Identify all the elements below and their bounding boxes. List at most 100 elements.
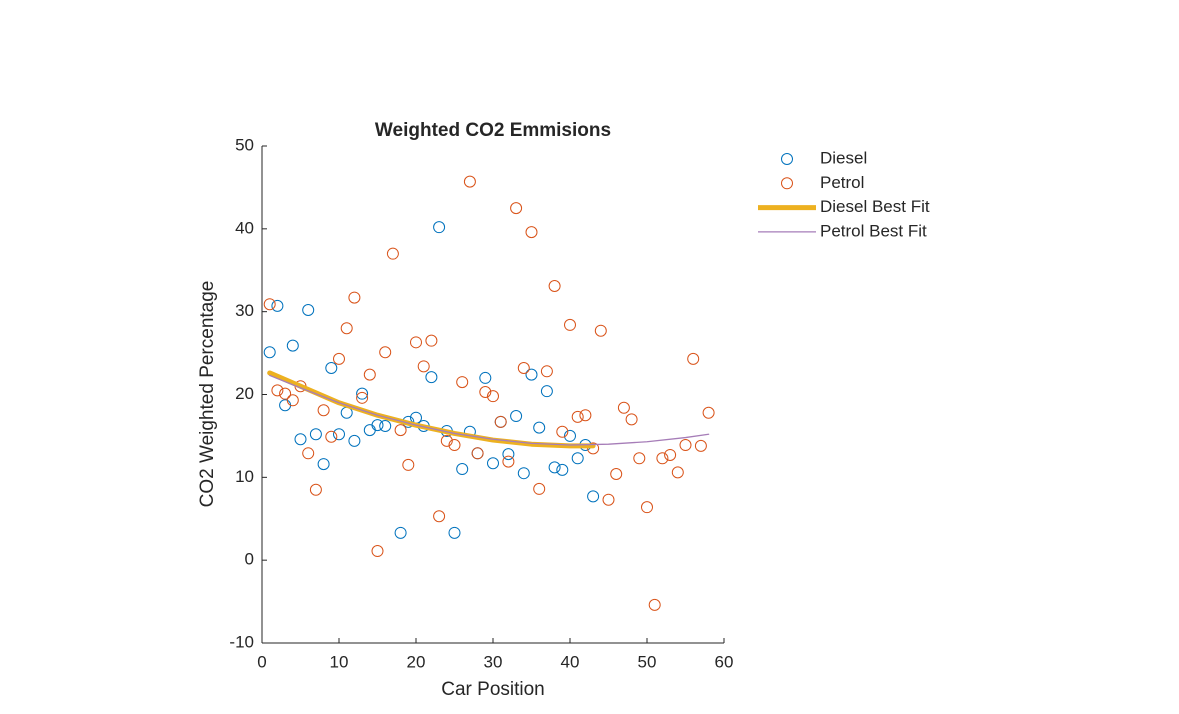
data-point — [587, 490, 600, 503]
data-point — [348, 291, 361, 304]
data-point — [533, 421, 546, 434]
data-point — [556, 425, 569, 438]
data-point — [356, 387, 369, 400]
data-point — [286, 339, 299, 352]
data-point — [579, 409, 592, 422]
data-point — [548, 279, 561, 292]
data-point — [433, 510, 446, 523]
data-point — [271, 299, 284, 312]
legend-label: Petrol Best Fit — [820, 221, 927, 240]
data-point — [279, 399, 292, 412]
x-tick-label: 50 — [638, 652, 657, 671]
x-tick-label: 60 — [715, 652, 734, 671]
data-point — [533, 482, 546, 495]
data-point — [425, 334, 438, 347]
data-point — [602, 493, 615, 506]
data-point — [356, 391, 369, 404]
data-point — [417, 360, 430, 373]
data-point — [456, 376, 469, 389]
data-point — [333, 428, 345, 441]
data-point — [664, 448, 677, 461]
x-tick-label: 0 — [257, 652, 266, 671]
data-point — [625, 413, 638, 426]
data-point — [348, 434, 361, 447]
data-point — [633, 452, 646, 465]
data-point — [525, 226, 538, 239]
data-point — [402, 458, 415, 471]
data-point — [394, 526, 407, 539]
data-point — [333, 352, 345, 365]
data-point — [309, 483, 322, 496]
data-point — [279, 387, 292, 400]
data-point — [263, 346, 276, 359]
data-point — [340, 322, 353, 335]
legend-marker — [781, 153, 793, 165]
data-point — [325, 430, 338, 443]
data-point — [510, 410, 523, 423]
x-tick-label: 30 — [484, 652, 503, 671]
data-point — [433, 221, 446, 234]
x-tick-label: 20 — [407, 652, 426, 671]
y-tick-label: 0 — [245, 550, 254, 569]
data-point — [494, 415, 507, 428]
data-point — [556, 463, 569, 476]
x-axis-label: Car Position — [441, 679, 545, 700]
y-tick-label: 40 — [235, 218, 254, 237]
data-point — [594, 324, 607, 337]
data-point — [502, 455, 515, 468]
data-point — [302, 447, 315, 460]
data-point — [410, 336, 422, 349]
data-point — [548, 461, 561, 474]
legend-label: Petrol — [820, 173, 864, 192]
y-axis-label: CO2 Weighted Percentage — [197, 281, 218, 508]
data-point — [510, 202, 523, 215]
data-point — [487, 390, 499, 403]
data-point — [610, 468, 623, 481]
data-point — [564, 318, 576, 331]
data-point — [517, 361, 530, 374]
data-point — [564, 429, 576, 442]
data-point — [617, 401, 630, 414]
data-point — [694, 439, 707, 452]
data-point — [425, 371, 438, 384]
data-point — [317, 458, 330, 471]
data-point — [379, 419, 392, 432]
data-point — [471, 447, 484, 460]
data-point — [456, 463, 469, 476]
data-point — [656, 452, 669, 465]
data-point — [463, 175, 476, 188]
data-point — [641, 501, 653, 514]
data-point — [540, 365, 553, 378]
data-point — [448, 439, 461, 452]
data-point — [263, 298, 276, 311]
data-point — [317, 404, 330, 417]
data-point — [648, 598, 661, 611]
data-point — [440, 434, 453, 447]
x-tick-label: 10 — [330, 652, 349, 671]
legend-label: Diesel — [820, 148, 867, 167]
data-point — [702, 406, 715, 419]
data-point — [571, 410, 584, 423]
legend-marker — [781, 177, 793, 190]
data-point — [525, 368, 538, 381]
data-point — [294, 433, 307, 446]
data-point — [379, 346, 392, 359]
data-point — [371, 419, 384, 432]
data-point — [386, 247, 399, 260]
data-point — [687, 352, 700, 365]
fit-line — [269, 374, 710, 446]
data-point — [487, 457, 499, 470]
data-point — [302, 304, 315, 317]
data-point — [363, 368, 376, 381]
data-point — [394, 424, 407, 437]
chart-title: Weighted CO2 Emmisions — [375, 120, 611, 141]
data-point — [540, 385, 553, 398]
legend-label: Diesel Best Fit — [820, 197, 930, 216]
data-point — [479, 371, 492, 384]
data-point — [571, 452, 584, 465]
data-point — [325, 361, 338, 374]
data-point — [517, 467, 530, 480]
data-point — [479, 386, 492, 399]
data-point — [679, 439, 692, 452]
